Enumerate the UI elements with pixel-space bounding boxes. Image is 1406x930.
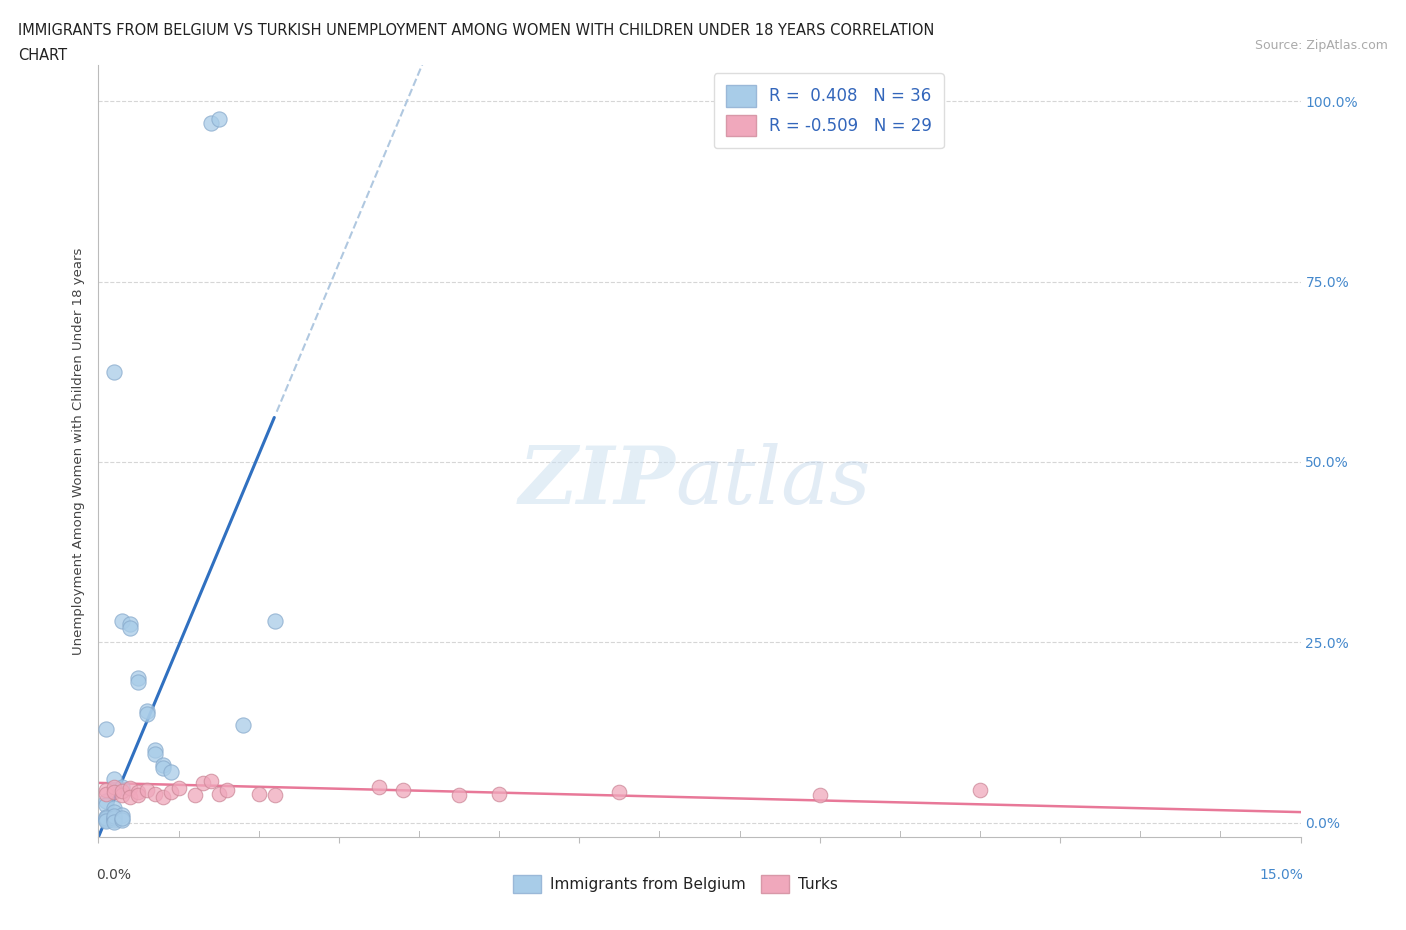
Point (143, 747, 166, 762)
Point (808, 788, 831, 803)
Point (96, 814, 118, 829)
Point (96, 722, 118, 737)
Point (96, 812, 118, 827)
Point (120, 620, 142, 635)
Text: IMMIGRANTS FROM BELGIUM VS TURKISH UNEMPLOYMENT AMONG WOMEN WITH CHILDREN UNDER : IMMIGRANTS FROM BELGIUM VS TURKISH UNEMP… (18, 23, 935, 38)
Point (111, 779, 134, 794)
Point (152, 790, 174, 804)
Point (103, 812, 125, 827)
Point (200, 773, 222, 788)
Point (263, 788, 285, 803)
Point (103, 772, 125, 787)
Point (103, 365, 125, 379)
Point (111, 788, 134, 803)
Point (200, 115, 222, 130)
Point (96, 811, 118, 826)
Point (96, 786, 118, 801)
Point (103, 804, 125, 819)
Point (447, 788, 470, 803)
Legend: Immigrants from Belgium, Turks: Immigrants from Belgium, Turks (508, 869, 844, 898)
Point (208, 112, 231, 126)
Point (152, 761, 174, 776)
Point (183, 788, 205, 803)
Point (128, 674, 150, 689)
Point (135, 783, 157, 798)
Point (103, 809, 125, 824)
Y-axis label: Unemployment Among Women with Children Under 18 years: Unemployment Among Women with Children U… (72, 247, 86, 655)
Point (111, 613, 134, 628)
Text: atlas: atlas (675, 444, 870, 521)
Point (128, 788, 150, 803)
Point (969, 783, 991, 798)
Point (96, 813, 118, 828)
Text: 0.0%: 0.0% (96, 868, 131, 882)
Text: ZIP: ZIP (519, 444, 675, 521)
Point (103, 815, 125, 830)
Point (103, 779, 125, 794)
Text: 15.0%: 15.0% (1260, 868, 1303, 882)
Point (111, 808, 134, 823)
Point (111, 811, 134, 826)
Point (232, 718, 254, 733)
Point (152, 757, 174, 772)
Point (263, 613, 285, 628)
Point (96, 797, 118, 812)
Point (143, 743, 166, 758)
Point (215, 783, 238, 798)
Point (96, 809, 118, 824)
Point (103, 801, 125, 816)
Point (120, 790, 142, 804)
Point (96, 793, 118, 808)
Point (103, 810, 125, 825)
Point (488, 786, 510, 801)
Point (208, 786, 231, 801)
Point (120, 617, 142, 631)
Point (167, 780, 190, 795)
Point (120, 780, 142, 795)
Point (111, 813, 134, 828)
Point (191, 776, 214, 790)
Point (143, 786, 166, 801)
Point (159, 764, 181, 779)
Point (159, 785, 181, 800)
Point (368, 779, 391, 794)
Text: CHART: CHART (18, 48, 67, 63)
Point (111, 783, 134, 798)
Point (247, 786, 270, 801)
Point (392, 783, 415, 798)
Point (96, 783, 118, 798)
Point (135, 703, 157, 718)
Point (103, 785, 125, 800)
Point (128, 671, 150, 685)
Point (128, 785, 150, 800)
Text: Source: ZipAtlas.com: Source: ZipAtlas.com (1254, 39, 1388, 52)
Point (609, 785, 631, 800)
Point (135, 707, 157, 722)
